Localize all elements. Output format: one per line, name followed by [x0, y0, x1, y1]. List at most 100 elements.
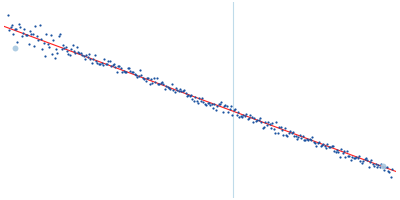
Point: [74, 46, 80, 49]
Point: [71, 49, 77, 52]
Point: [326, 146, 332, 149]
Point: [5, 14, 11, 17]
Point: [270, 127, 277, 131]
Point: [78, 52, 84, 55]
Point: [238, 115, 244, 118]
Point: [370, 162, 376, 166]
Point: [213, 108, 219, 111]
Point: [334, 148, 340, 152]
Point: [102, 62, 109, 66]
Point: [291, 134, 298, 137]
Point: [34, 35, 40, 38]
Point: [352, 156, 358, 160]
Point: [235, 110, 241, 113]
Point: [357, 159, 364, 162]
Point: [177, 88, 183, 91]
Point: [342, 155, 348, 159]
Point: [198, 99, 204, 103]
Point: [229, 114, 236, 117]
Point: [185, 94, 192, 97]
Point: [225, 110, 232, 114]
Point: [282, 127, 288, 130]
Point: [149, 81, 156, 84]
Point: [272, 131, 278, 134]
Point: [257, 117, 263, 120]
Point: [141, 78, 148, 81]
Point: [158, 82, 164, 85]
Point: [283, 134, 289, 137]
Point: [320, 142, 326, 145]
Point: [217, 102, 223, 105]
Point: [146, 82, 153, 85]
Point: [40, 41, 47, 44]
Point: [264, 123, 270, 126]
Point: [258, 120, 264, 123]
Point: [286, 132, 292, 135]
Point: [250, 121, 256, 124]
Point: [308, 139, 314, 142]
Point: [364, 158, 370, 162]
Point: [180, 90, 186, 93]
Point: [46, 45, 52, 48]
Point: [230, 109, 237, 112]
Point: [25, 42, 32, 45]
Point: [284, 134, 291, 137]
Point: [31, 45, 37, 48]
Point: [98, 61, 105, 64]
Point: [93, 59, 99, 62]
Point: [353, 155, 360, 158]
Point: [323, 146, 329, 150]
Point: [251, 116, 258, 119]
Point: [280, 133, 286, 136]
Point: [331, 149, 338, 152]
Point: [287, 129, 294, 133]
Point: [112, 66, 118, 69]
Point: [322, 145, 328, 148]
Point: [339, 151, 346, 154]
Point: [192, 95, 198, 98]
Point: [239, 115, 245, 119]
Point: [374, 166, 380, 169]
Point: [171, 90, 178, 93]
Point: [337, 155, 343, 158]
Point: [131, 73, 138, 76]
Point: [200, 100, 207, 103]
Point: [384, 165, 390, 169]
Point: [319, 144, 325, 147]
Point: [28, 33, 34, 36]
Point: [105, 59, 112, 62]
Point: [246, 116, 252, 119]
Point: [6, 28, 12, 32]
Point: [64, 49, 70, 52]
Point: [232, 108, 238, 111]
Point: [218, 101, 224, 104]
Point: [154, 76, 160, 80]
Point: [173, 87, 179, 90]
Point: [332, 150, 339, 153]
Point: [152, 80, 158, 83]
Point: [160, 82, 167, 85]
Point: [221, 104, 227, 108]
Point: [133, 73, 139, 77]
Point: [49, 52, 55, 56]
Point: [57, 33, 63, 36]
Point: [148, 78, 154, 81]
Point: [184, 94, 190, 97]
Point: [348, 158, 354, 161]
Point: [61, 47, 68, 50]
Point: [220, 110, 226, 113]
Point: [214, 104, 220, 108]
Point: [47, 34, 54, 37]
Point: [106, 59, 113, 62]
Point: [327, 145, 333, 149]
Point: [69, 43, 76, 46]
Point: [24, 34, 30, 37]
Point: [236, 115, 242, 118]
Point: [386, 170, 393, 173]
Point: [378, 162, 384, 165]
Point: [344, 149, 350, 153]
Point: [188, 93, 194, 97]
Point: [292, 134, 299, 137]
Point: [254, 118, 260, 121]
Point: [155, 83, 161, 86]
